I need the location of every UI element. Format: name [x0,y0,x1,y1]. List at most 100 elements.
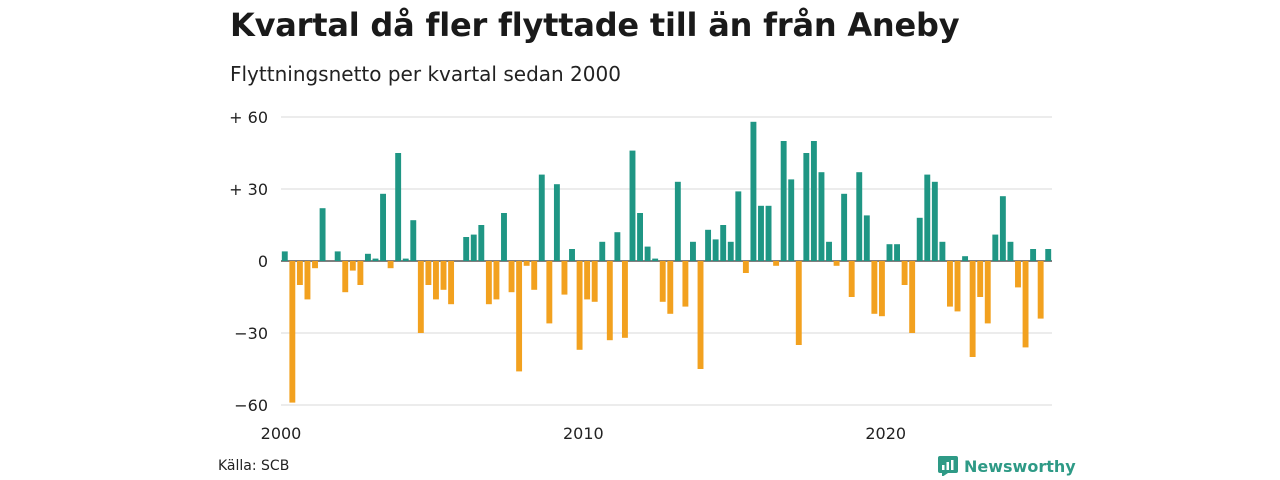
bar [591,261,598,302]
bar [810,141,817,261]
bar [395,153,402,261]
bar [1045,249,1052,261]
bar [1022,261,1029,348]
bar [478,225,485,261]
bar [417,261,424,333]
bar [901,261,908,285]
bar [312,261,318,269]
bar [380,193,386,261]
bar [954,261,961,312]
bar [735,191,742,261]
bar [493,261,500,300]
y-tick-label: + 30 [229,180,268,199]
bar [773,261,780,266]
bar [448,261,455,305]
bar [826,241,832,261]
bar [296,261,303,285]
bar [569,249,575,261]
chart-subtitle: Flyttningsnetto per kvartal sedan 2000 [230,62,621,86]
bar [720,225,727,261]
x-tick-label: 2000 [261,424,302,443]
bar [349,261,356,271]
bar [523,261,530,266]
bar [924,174,931,261]
bar [538,174,545,261]
bar [750,121,757,261]
bar [871,261,878,314]
bar [501,213,507,261]
bar [999,196,1006,261]
bar [433,261,439,300]
bar [962,256,969,261]
bar [1030,249,1037,261]
bar [410,220,417,261]
y-tick-label: −60 [234,396,268,415]
y-tick-label: −30 [234,324,268,343]
bar [969,261,976,357]
bar [485,261,492,305]
bar [342,261,349,293]
bar [939,241,946,261]
bar [470,234,477,261]
bar [803,153,810,261]
bar [1015,261,1021,288]
bar [690,241,696,261]
bar [765,205,772,261]
bar [788,179,795,261]
bar [674,181,681,261]
bar [289,261,296,403]
bar [606,261,613,341]
bar [1007,241,1014,261]
bar [621,261,628,338]
bar [780,141,787,261]
bar [909,261,916,333]
bar [931,181,938,261]
bar [841,193,848,261]
bar [984,261,991,324]
brand-logo: Newsworthy [938,456,1076,476]
bar [667,261,674,314]
bar [599,241,606,261]
bar [697,261,704,369]
y-tick-label: + 60 [229,108,268,127]
bar [742,261,749,273]
bar [629,150,636,261]
bar [795,261,802,345]
bar [637,213,643,261]
bar [546,261,553,324]
bar [886,244,893,261]
bar [440,261,447,290]
bar [508,261,515,293]
bar [576,261,583,350]
brand-name: Newsworthy [964,456,1076,476]
bar [758,205,764,261]
bar [584,261,591,300]
bar [425,261,432,285]
bar [1037,261,1044,319]
bar [319,208,326,261]
bar [878,261,885,317]
chart-title: Kvartal då fler flyttade till än från An… [230,6,960,44]
bar [561,261,568,295]
bar [357,261,364,285]
bar [553,184,560,261]
bar [364,253,371,261]
bar [614,232,621,261]
bar [402,258,409,261]
bar [848,261,855,297]
y-tick-label: 0 [258,252,268,271]
bar [281,251,288,261]
source-note: Källa: SCB [218,458,290,474]
bar [833,261,840,266]
bar [372,258,379,261]
x-tick-label: 2010 [563,424,604,443]
bar [894,244,900,261]
bar [977,261,984,297]
bar [818,172,825,261]
bar [652,258,659,261]
bar [516,261,523,372]
bar [947,261,953,307]
bar [387,261,394,269]
bar [659,261,666,302]
